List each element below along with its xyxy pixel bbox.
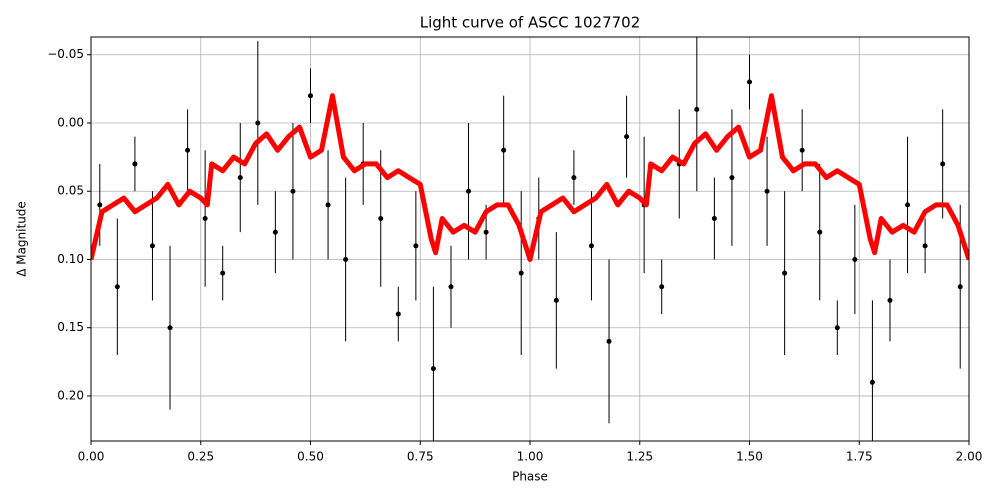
x-tick-label: 0.00 <box>78 450 105 464</box>
data-point <box>255 120 261 126</box>
x-tick-label: 0.25 <box>187 450 214 464</box>
data-point <box>887 297 893 303</box>
data-point <box>764 188 770 194</box>
data-point <box>553 297 559 303</box>
data-point <box>149 243 155 249</box>
data-point <box>448 284 454 290</box>
data-point <box>606 338 612 344</box>
data-point <box>132 161 138 167</box>
data-point <box>817 229 823 235</box>
data-point <box>957 284 963 290</box>
data-point <box>483 229 489 235</box>
data-point <box>694 106 700 112</box>
data-point <box>97 202 103 208</box>
data-point <box>430 366 436 372</box>
x-tick-label: 0.50 <box>297 450 324 464</box>
y-axis-label: Δ Magnitude <box>15 201 29 277</box>
data-point <box>185 147 191 153</box>
data-point <box>501 147 507 153</box>
data-point <box>202 216 208 222</box>
data-point <box>325 202 331 208</box>
data-point <box>940 161 946 167</box>
data-point <box>869 379 875 385</box>
data-point <box>922 243 928 249</box>
model-line <box>91 93 969 262</box>
x-axis-label: Phase <box>512 470 548 484</box>
y-tick-label: 0.10 <box>57 252 84 266</box>
data-point <box>466 188 472 194</box>
data-point <box>624 134 630 140</box>
chart-title: Light curve of ASCC 1027702 <box>420 14 641 32</box>
y-tick-label: 0.00 <box>57 115 84 129</box>
data-point <box>852 256 858 262</box>
grid <box>90 37 970 441</box>
data-point <box>588 243 594 249</box>
y-tick-label: −0.05 <box>47 47 84 61</box>
data-point <box>747 79 752 85</box>
data-point <box>290 188 296 194</box>
data-point <box>729 175 735 181</box>
data-point <box>905 202 911 208</box>
data-point <box>220 270 226 276</box>
data-point <box>308 93 313 99</box>
data-point <box>237 175 243 181</box>
y-tick-label: 0.15 <box>57 320 84 334</box>
data-point <box>413 243 419 249</box>
x-tick-label: 1.50 <box>736 450 763 464</box>
data-point <box>272 229 278 235</box>
data-point <box>378 216 384 222</box>
data-point <box>571 175 577 181</box>
data-point <box>834 325 840 331</box>
data-point <box>518 270 524 276</box>
data-point <box>782 270 788 276</box>
x-tick-label: 2.00 <box>956 450 983 464</box>
data-point <box>711 216 717 222</box>
data-point <box>167 325 173 331</box>
data-point <box>395 311 401 317</box>
y-tick-label: 0.05 <box>57 184 84 198</box>
x-tick-label: 1.00 <box>517 450 544 464</box>
data-point <box>114 284 120 290</box>
data-point <box>343 256 349 262</box>
y-tick-label: 0.20 <box>57 388 84 402</box>
ticks: 0.00 0.25 0.50 0.75 1.00 1.25 1.50 1.75 2.00 −0.0… <box>47 47 982 463</box>
x-tick-label: 0.75 <box>407 450 434 464</box>
plot-area <box>91 37 969 441</box>
data-point <box>659 284 665 290</box>
data-point <box>799 147 805 153</box>
x-tick-label: 1.75 <box>846 450 873 464</box>
x-tick-label: 1.25 <box>626 450 653 464</box>
